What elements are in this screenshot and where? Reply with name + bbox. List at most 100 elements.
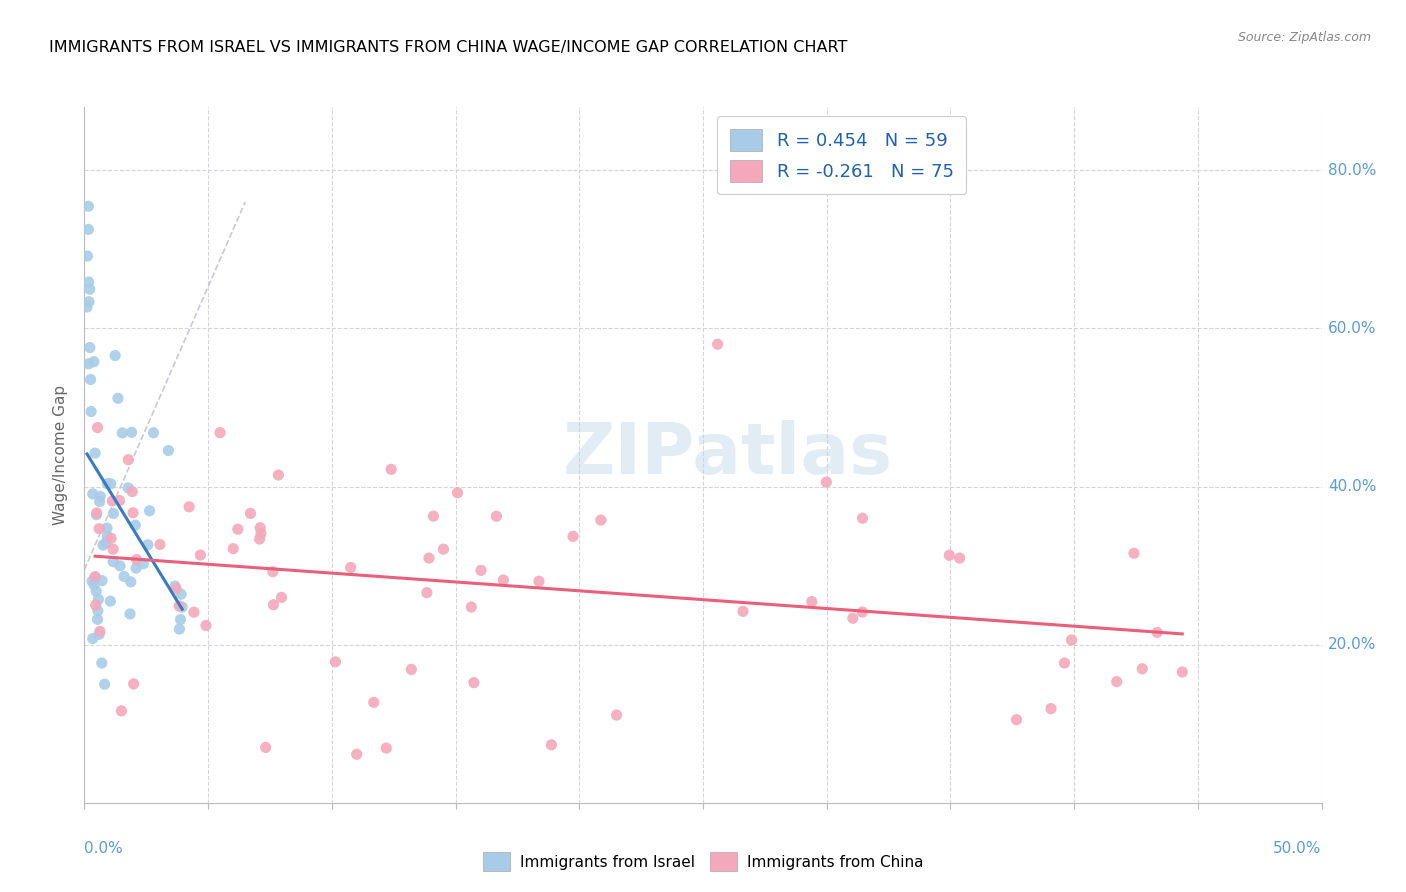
Point [422,509,444,524]
Point [80,574,103,589]
Point [606,708,628,723]
Point [249,521,271,535]
Point [589,513,612,527]
Point [222,541,245,556]
Point [138,504,160,518]
Point [446,485,468,500]
Point [87,604,110,618]
Point [77,357,100,371]
Text: 50.0%: 50.0% [1274,841,1322,856]
Point [101,542,124,557]
Point [226,522,249,536]
Point [124,518,146,533]
Point [1005,713,1028,727]
Point [103,507,125,521]
Point [339,560,361,574]
Point [84,584,107,599]
Point [706,337,728,351]
Point [77,199,100,213]
Point [96,476,118,491]
Text: IMMIGRANTS FROM ISRAEL VS IMMIGRANTS FROM CHINA WAGE/INCOME GAP CORRELATION CHAR: IMMIGRANTS FROM ISRAEL VS IMMIGRANTS FRO… [49,40,848,55]
Point [84,570,107,584]
Point [527,574,550,589]
Point [104,349,127,363]
Text: 0.0%: 0.0% [84,841,124,856]
Point [77,222,100,236]
Point [118,607,141,621]
Point [183,605,205,619]
Point [194,618,217,632]
Point [1171,665,1194,679]
Point [101,494,124,508]
Point [93,677,115,691]
Point [1039,701,1062,715]
Point [125,552,148,566]
Point [1146,625,1168,640]
Point [86,506,108,520]
Text: 20.0%: 20.0% [1327,637,1376,652]
Point [149,537,172,551]
Point [562,529,585,543]
Point [84,569,107,583]
Point [82,487,104,501]
Point [98,594,121,608]
Point [120,574,142,589]
Point [418,551,440,566]
Point [101,555,124,569]
Point [89,627,111,641]
Point [492,573,515,587]
Point [1105,674,1128,689]
Point [83,578,105,592]
Point [179,500,201,514]
Point [132,557,155,571]
Point [108,558,131,573]
Point [842,611,865,625]
Point [851,605,873,619]
Point [239,507,262,521]
Point [432,542,454,557]
Point [84,446,107,460]
Point [1123,546,1146,560]
Point [107,392,129,406]
Point [76,300,98,314]
Point [76,249,98,263]
Point [731,604,754,618]
Point [157,443,180,458]
Point [86,508,108,522]
Point [485,509,508,524]
Point [82,632,104,646]
Point [111,425,134,440]
Point [270,591,292,605]
Point [401,662,423,676]
Point [136,538,159,552]
Point [121,425,143,440]
Point [79,341,101,355]
Point [1060,632,1083,647]
Point [254,740,277,755]
Point [209,425,232,440]
Point [167,599,190,613]
Point [169,622,191,636]
Point [250,526,273,541]
Point [83,355,105,369]
Point [121,484,143,499]
Point [110,704,132,718]
Point [100,531,122,545]
Point [249,532,271,546]
Legend: Immigrants from Israel, Immigrants from China: Immigrants from Israel, Immigrants from … [475,845,931,879]
Point [267,468,290,483]
Point [416,585,439,599]
Point [91,574,114,588]
Point [190,548,212,562]
Point [380,462,402,476]
Point [117,481,139,495]
Point [262,565,284,579]
Point [84,598,107,612]
Point [540,738,562,752]
Point [172,600,194,615]
Point [122,506,145,520]
Point [1130,662,1153,676]
Point [346,747,368,762]
Point [470,563,492,577]
Point [122,677,145,691]
